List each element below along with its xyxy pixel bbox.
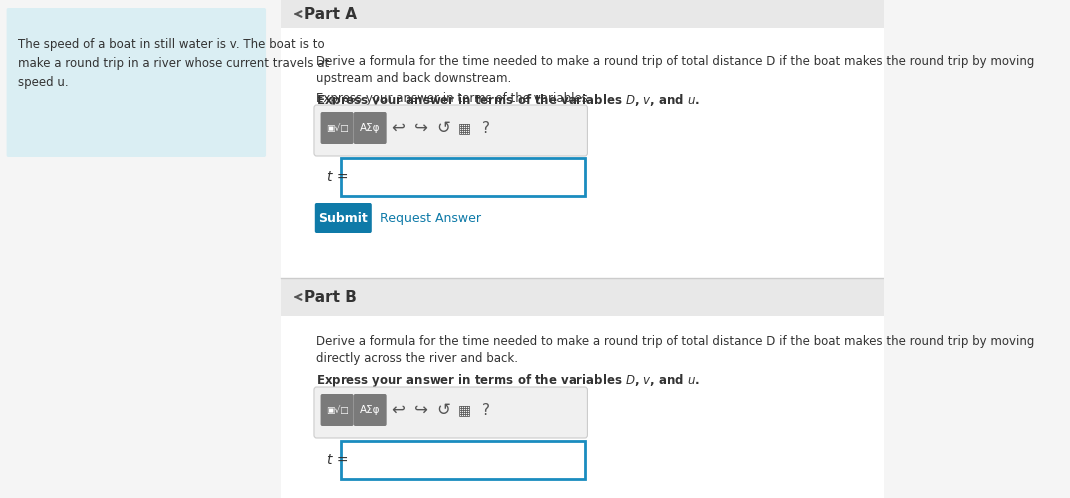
Text: t =: t =	[327, 170, 349, 184]
Text: ΑΣφ: ΑΣφ	[360, 123, 381, 133]
FancyBboxPatch shape	[6, 8, 266, 157]
Text: ▣√□: ▣√□	[325, 405, 349, 414]
FancyBboxPatch shape	[314, 387, 587, 438]
Text: ▦: ▦	[458, 403, 471, 417]
Text: ↺: ↺	[437, 119, 450, 137]
FancyBboxPatch shape	[321, 112, 353, 144]
Text: ↪: ↪	[414, 401, 428, 419]
Text: upstream and back downstream.: upstream and back downstream.	[317, 72, 511, 85]
FancyBboxPatch shape	[281, 278, 884, 316]
FancyBboxPatch shape	[281, 0, 884, 28]
Text: ↩: ↩	[392, 119, 406, 137]
Text: Part B: Part B	[304, 289, 357, 304]
Text: ?: ?	[482, 121, 490, 135]
FancyBboxPatch shape	[341, 441, 585, 479]
FancyBboxPatch shape	[314, 105, 587, 156]
FancyBboxPatch shape	[321, 394, 353, 426]
Text: ▦: ▦	[458, 121, 471, 135]
Text: Request Answer: Request Answer	[380, 212, 482, 225]
Text: Submit: Submit	[318, 212, 368, 225]
Text: Express your answer in terms of the variables: Express your answer in terms of the vari…	[317, 92, 592, 105]
Text: t =: t =	[327, 453, 349, 467]
Text: Part A: Part A	[304, 6, 357, 21]
Text: ?: ?	[482, 402, 490, 417]
FancyBboxPatch shape	[353, 394, 386, 426]
Text: ▣√□: ▣√□	[325, 124, 349, 132]
FancyBboxPatch shape	[341, 158, 585, 196]
Text: ↪: ↪	[414, 119, 428, 137]
Text: The speed of a boat in still water is v. The boat is to
make a round trip in a r: The speed of a boat in still water is v.…	[18, 38, 330, 89]
FancyBboxPatch shape	[315, 203, 371, 233]
Text: Express your answer in terms of the variables $D$, $v$, and $u$.: Express your answer in terms of the vari…	[317, 92, 701, 109]
FancyBboxPatch shape	[353, 112, 386, 144]
FancyBboxPatch shape	[281, 28, 884, 278]
Text: Express your answer in terms of the variables $D$, $v$, and $u$.: Express your answer in terms of the vari…	[317, 372, 701, 389]
Text: Derive a formula for the time needed to make a round trip of total distance D if: Derive a formula for the time needed to …	[317, 55, 1035, 68]
Text: ↺: ↺	[437, 401, 450, 419]
Text: ΑΣφ: ΑΣφ	[360, 405, 381, 415]
Text: directly across the river and back.: directly across the river and back.	[317, 352, 519, 365]
FancyBboxPatch shape	[281, 316, 884, 498]
Text: Derive a formula for the time needed to make a round trip of total distance D if: Derive a formula for the time needed to …	[317, 335, 1035, 348]
Text: ↩: ↩	[392, 401, 406, 419]
